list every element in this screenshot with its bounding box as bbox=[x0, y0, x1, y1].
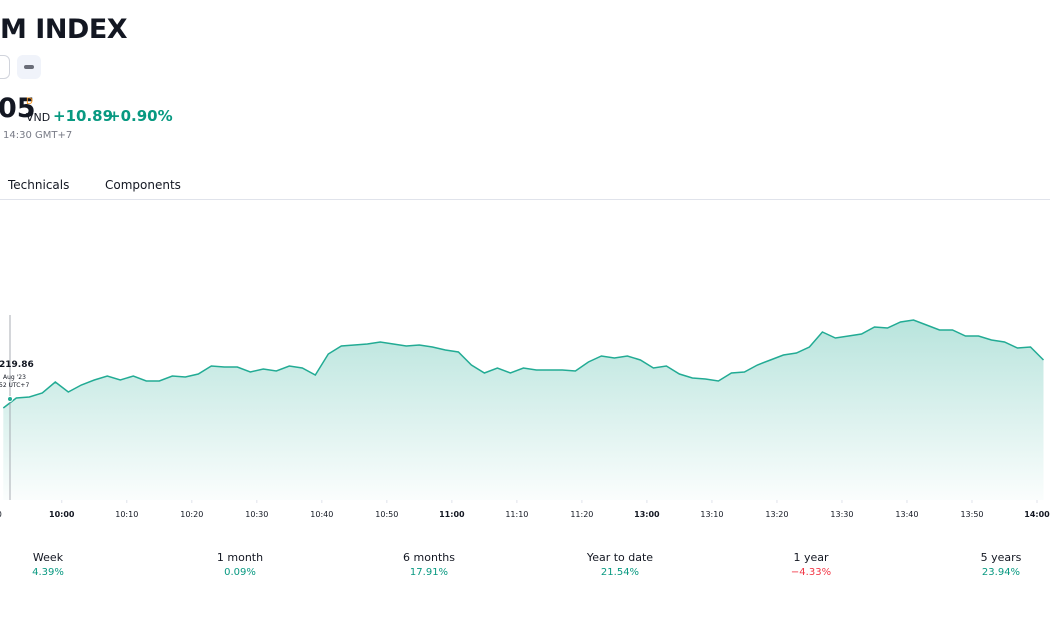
x-tick-label: 13:10 bbox=[700, 510, 723, 519]
tooltip-date: Aug '23 bbox=[3, 374, 26, 381]
x-tick-label: 13:40 bbox=[895, 510, 918, 519]
x-tick-label: 10:10 bbox=[115, 510, 138, 519]
performance-label[interactable]: 6 months bbox=[403, 551, 455, 564]
performance-label[interactable]: 5 years bbox=[980, 551, 1022, 564]
area-fill bbox=[3, 320, 1044, 500]
performance-label[interactable]: Year to date bbox=[586, 551, 654, 564]
button[interactable] bbox=[0, 55, 10, 79]
dash-icon bbox=[24, 65, 34, 69]
currency-mark: D bbox=[26, 97, 33, 107]
price-change-percent: +0.90% bbox=[108, 107, 173, 125]
crosshair-dot bbox=[7, 396, 13, 402]
x-tick-label: 13:30 bbox=[830, 510, 853, 519]
tooltip-time: 52 UTC+7 bbox=[0, 382, 29, 389]
performance-label[interactable]: Week bbox=[32, 551, 64, 564]
x-tick-label: 10:50 bbox=[375, 510, 398, 519]
price-line bbox=[2, 319, 1045, 409]
performance-value: 17.91% bbox=[409, 567, 449, 578]
x-tick-label: 13:50 bbox=[960, 510, 983, 519]
performance-value: 21.54% bbox=[600, 567, 640, 578]
performance-value: 0.09% bbox=[224, 567, 256, 578]
x-tick-label: 10:30 bbox=[245, 510, 268, 519]
tab[interactable]: Technicals bbox=[8, 178, 70, 192]
symbol-title: M INDEX bbox=[0, 14, 128, 45]
performance-label[interactable]: 1 month bbox=[216, 551, 264, 564]
price: 05 bbox=[0, 93, 36, 124]
x-tick-label: 50 bbox=[0, 510, 2, 519]
tooltip-value: 219.86 bbox=[0, 360, 34, 370]
performance-label[interactable]: 1 year bbox=[793, 551, 829, 564]
tab[interactable]: Components bbox=[105, 178, 181, 192]
more-button[interactable] bbox=[17, 55, 41, 79]
performance-value: 4.39% bbox=[32, 567, 64, 578]
performance-value: −4.33% bbox=[790, 567, 832, 578]
divider bbox=[0, 199, 1050, 200]
x-tick-label: 11:00 bbox=[439, 510, 465, 519]
x-tick-label: 10:40 bbox=[310, 510, 333, 519]
x-tick-label: 13:00 bbox=[634, 510, 660, 519]
x-tick-label: 10:20 bbox=[180, 510, 203, 519]
x-tick-label: 10:00 bbox=[49, 510, 75, 519]
performance-value: 23.94% bbox=[981, 567, 1021, 578]
x-tick-label: 11:10 bbox=[505, 510, 528, 519]
quote-time: 14:30 GMT+7 bbox=[3, 130, 73, 141]
price-change: +10.89 bbox=[53, 107, 114, 125]
currency: VND bbox=[26, 111, 51, 124]
x-tick-label: 14:00 bbox=[1024, 510, 1050, 519]
x-tick-label: 13:20 bbox=[765, 510, 788, 519]
x-tick-label: 11:20 bbox=[570, 510, 593, 519]
